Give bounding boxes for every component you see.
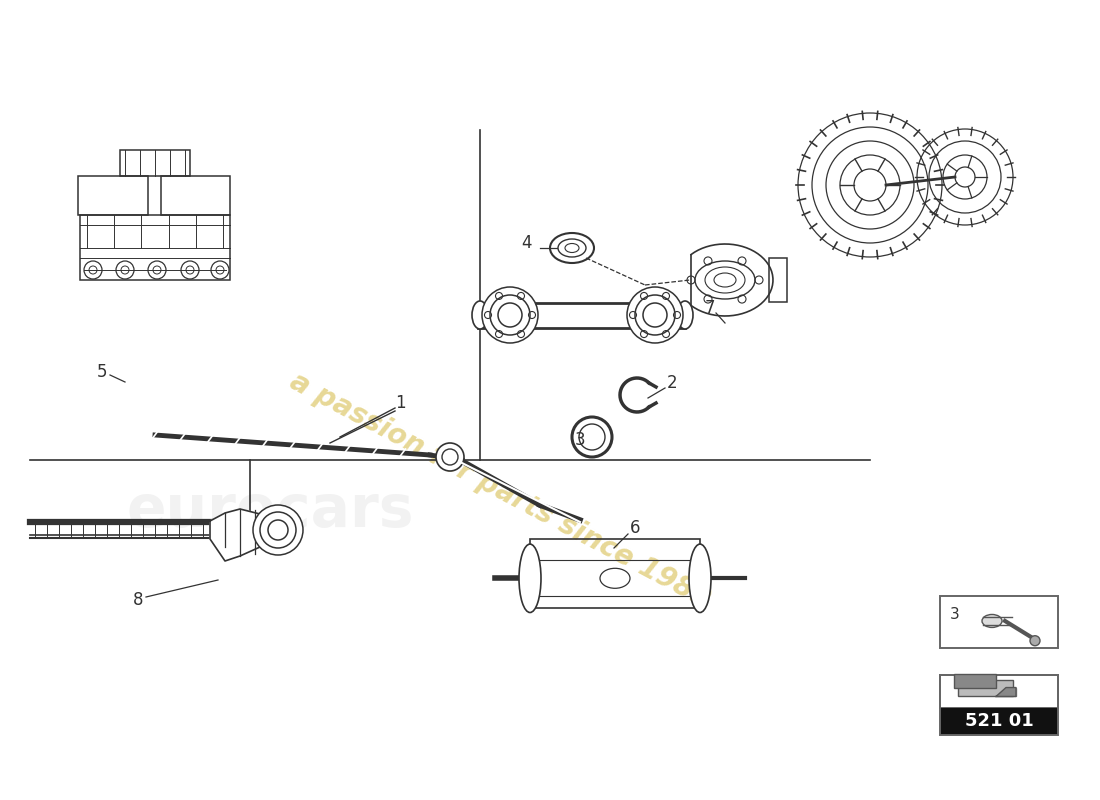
Text: a passion for parts since 1989: a passion for parts since 1989 [285, 367, 715, 613]
Bar [120, 150, 190, 176]
Text: 8: 8 [133, 591, 143, 609]
Text: 2: 2 [667, 374, 678, 392]
Bar [940, 596, 1058, 648]
Circle shape [436, 443, 464, 471]
Circle shape [498, 303, 522, 327]
Circle shape [572, 417, 612, 457]
Circle shape [1030, 636, 1040, 646]
Circle shape [482, 287, 538, 343]
Ellipse shape [472, 301, 488, 329]
Text: 3: 3 [950, 606, 960, 622]
Bar [940, 675, 1058, 735]
Text: 7: 7 [705, 299, 715, 317]
Polygon shape [210, 509, 278, 561]
Bar [958, 681, 1013, 697]
Ellipse shape [519, 544, 541, 613]
Text: 1: 1 [395, 394, 405, 412]
Bar [954, 674, 996, 688]
Text: eurocars: eurocars [126, 482, 414, 538]
Circle shape [260, 512, 296, 548]
Bar [80, 215, 230, 280]
Bar [940, 675, 1058, 708]
Text: 3: 3 [574, 431, 585, 449]
Circle shape [635, 295, 675, 335]
Circle shape [644, 303, 667, 327]
Bar [530, 539, 700, 607]
Circle shape [490, 295, 530, 335]
Text: 4: 4 [521, 234, 532, 252]
Circle shape [627, 287, 683, 343]
Text: 6: 6 [629, 519, 640, 537]
Bar [162, 176, 230, 215]
Ellipse shape [689, 544, 711, 613]
Bar [769, 258, 786, 302]
Circle shape [268, 520, 288, 540]
Bar [940, 708, 1058, 735]
Ellipse shape [982, 614, 1002, 627]
Text: 5: 5 [97, 363, 108, 381]
Polygon shape [996, 687, 1016, 697]
Text: 521 01: 521 01 [965, 713, 1033, 730]
Ellipse shape [550, 233, 594, 263]
Bar [78, 176, 148, 215]
Circle shape [253, 505, 302, 555]
Ellipse shape [676, 301, 693, 329]
